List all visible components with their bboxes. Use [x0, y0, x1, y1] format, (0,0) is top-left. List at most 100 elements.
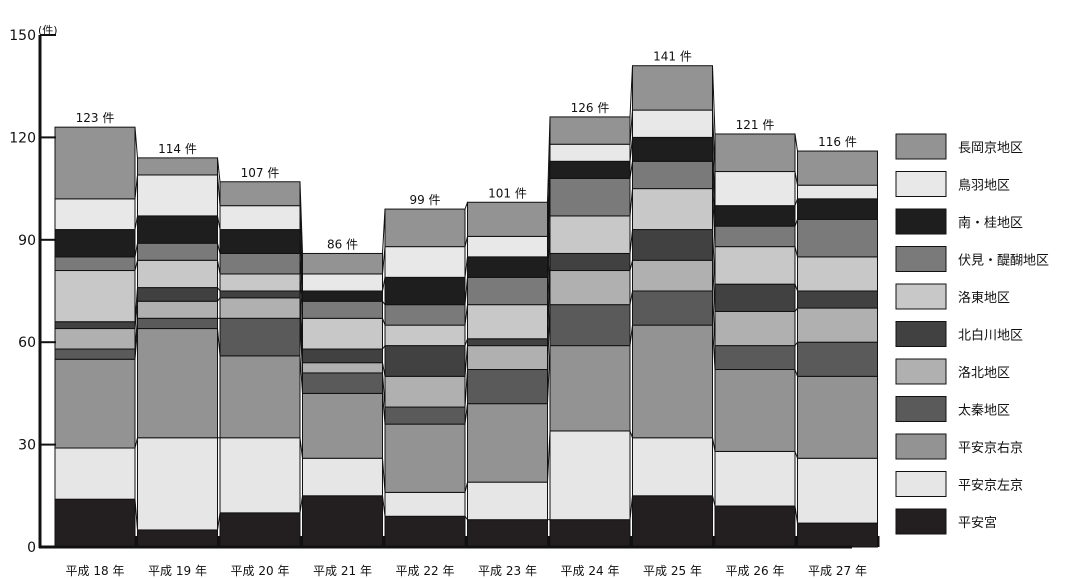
bar-segment [714, 450, 796, 507]
bar-segment [302, 300, 383, 319]
x-category-label: 平成 21 年 [313, 564, 372, 578]
bar-segment [54, 328, 136, 350]
total-label: 116 件 [818, 135, 857, 149]
bar-segment [137, 174, 218, 217]
bar-segment [54, 321, 136, 330]
bar-segment [549, 430, 631, 521]
bar-segment [137, 287, 218, 302]
bar-segment [54, 256, 136, 272]
bar-segment [549, 143, 631, 162]
total-label: 101 件 [488, 186, 527, 200]
bar-segment [549, 160, 631, 179]
bar-segment [137, 215, 218, 244]
bar-segment [467, 235, 548, 258]
bar-segment [302, 495, 383, 548]
bar-segment [54, 126, 136, 200]
bar-segment [137, 157, 218, 176]
bar-segment [137, 242, 218, 261]
bar-segment [137, 529, 218, 548]
bar-segment [54, 348, 136, 360]
legend-label: 南・桂地区 [958, 215, 1023, 231]
bar-segment [467, 403, 548, 483]
x-category-label: 平成 19 年 [148, 564, 207, 578]
bar-segment [302, 290, 383, 302]
bar-segment [384, 375, 466, 408]
bar-segment [714, 310, 796, 347]
bar-segment [137, 328, 218, 439]
total-label: 86 件 [327, 237, 358, 251]
legend-swatch [895, 246, 947, 272]
bar-segment [797, 375, 878, 459]
bar-segment [137, 317, 218, 330]
total-label: 114 件 [158, 142, 197, 156]
legend-swatch [895, 283, 947, 310]
y-tick-label: 60 [18, 335, 36, 351]
bar-segment [714, 345, 796, 371]
bar-segment [384, 276, 466, 306]
bar-segment [549, 177, 631, 217]
y-unit-label: (件) [38, 24, 58, 37]
bar-segment [384, 406, 466, 425]
bar-segment [797, 290, 878, 309]
legend-label: 洛東地区 [958, 290, 1010, 306]
bar-segment [302, 372, 383, 394]
bar-segment [549, 304, 631, 347]
bar-segment [302, 362, 383, 374]
bar-segment [714, 171, 796, 207]
y-tick-label: 30 [18, 438, 36, 454]
bar-segment [384, 324, 466, 347]
bar-segment [714, 283, 796, 312]
bar-segment [714, 205, 796, 227]
bar-segment [54, 270, 136, 323]
bar-segment [467, 304, 548, 340]
bar-segment [467, 338, 548, 347]
x-category-label: 平成 18 年 [66, 564, 125, 578]
bar-segment [632, 229, 713, 261]
legend-swatch [895, 358, 947, 385]
bar-segment [384, 515, 466, 548]
bar-segment [219, 437, 301, 514]
legend-label: 北白川地区 [958, 328, 1023, 344]
bar-segment [467, 481, 548, 521]
bar-segment [219, 290, 301, 299]
x-category-label: 平成 23 年 [478, 564, 537, 578]
bar-segment [302, 273, 383, 292]
bar-segment [797, 256, 878, 292]
bar-segment [714, 505, 796, 548]
bar-segment [797, 457, 878, 524]
bar-segment [219, 273, 301, 292]
bar-segment [714, 133, 796, 173]
bar-segment [632, 188, 713, 231]
legend-swatch [895, 433, 947, 460]
bar-segment [797, 184, 878, 200]
bar-segment [797, 218, 878, 258]
bar-segment [219, 317, 301, 357]
bar-segment [549, 252, 631, 272]
total-label: 123 件 [76, 111, 115, 125]
bar-segment [797, 307, 878, 343]
bar-segment [714, 369, 796, 452]
bar-segment [54, 447, 136, 500]
bar-segment [219, 355, 301, 439]
bar-segment [549, 345, 631, 432]
legend-label: 洛北地区 [958, 366, 1010, 381]
total-label: 141 件 [653, 50, 692, 64]
total-label: 121 件 [736, 118, 775, 132]
bar-segment [797, 198, 878, 220]
bar-segment [632, 259, 713, 292]
legend-label: 鳥羽地区 [958, 179, 1010, 194]
y-tick-label: 0 [27, 540, 36, 556]
legend-label: 平安京右京 [958, 441, 1023, 456]
legend-label: 伏見・醍醐地区 [958, 254, 1049, 269]
bar-segment [54, 358, 136, 449]
bar-segment [219, 229, 301, 254]
x-category-label: 平成 24 年 [561, 564, 620, 578]
bar-segment [219, 181, 301, 207]
bar-segment [467, 519, 548, 548]
bar-segment [632, 290, 713, 326]
bar-segment [137, 259, 218, 289]
axes [38, 34, 880, 549]
bar-segment [302, 317, 383, 350]
bar-segment [714, 225, 796, 248]
bar-segment [219, 297, 301, 319]
